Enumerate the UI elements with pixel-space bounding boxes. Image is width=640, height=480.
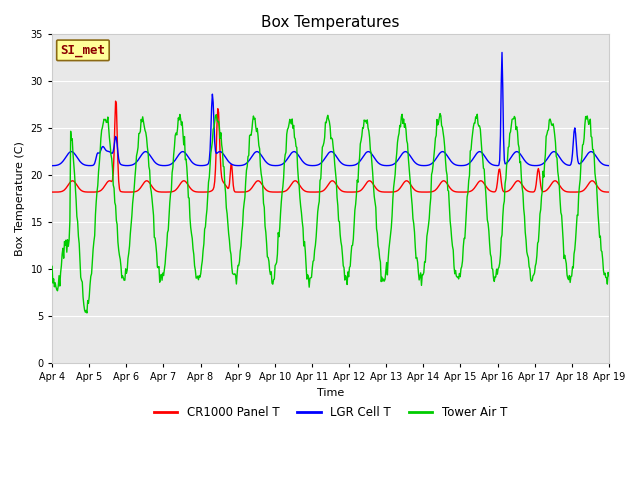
Title: Box Temperatures: Box Temperatures <box>261 15 400 30</box>
Text: SI_met: SI_met <box>60 44 106 57</box>
Legend: CR1000 Panel T, LGR Cell T, Tower Air T: CR1000 Panel T, LGR Cell T, Tower Air T <box>149 401 512 423</box>
Y-axis label: Box Temperature (C): Box Temperature (C) <box>15 141 25 256</box>
X-axis label: Time: Time <box>317 388 344 398</box>
